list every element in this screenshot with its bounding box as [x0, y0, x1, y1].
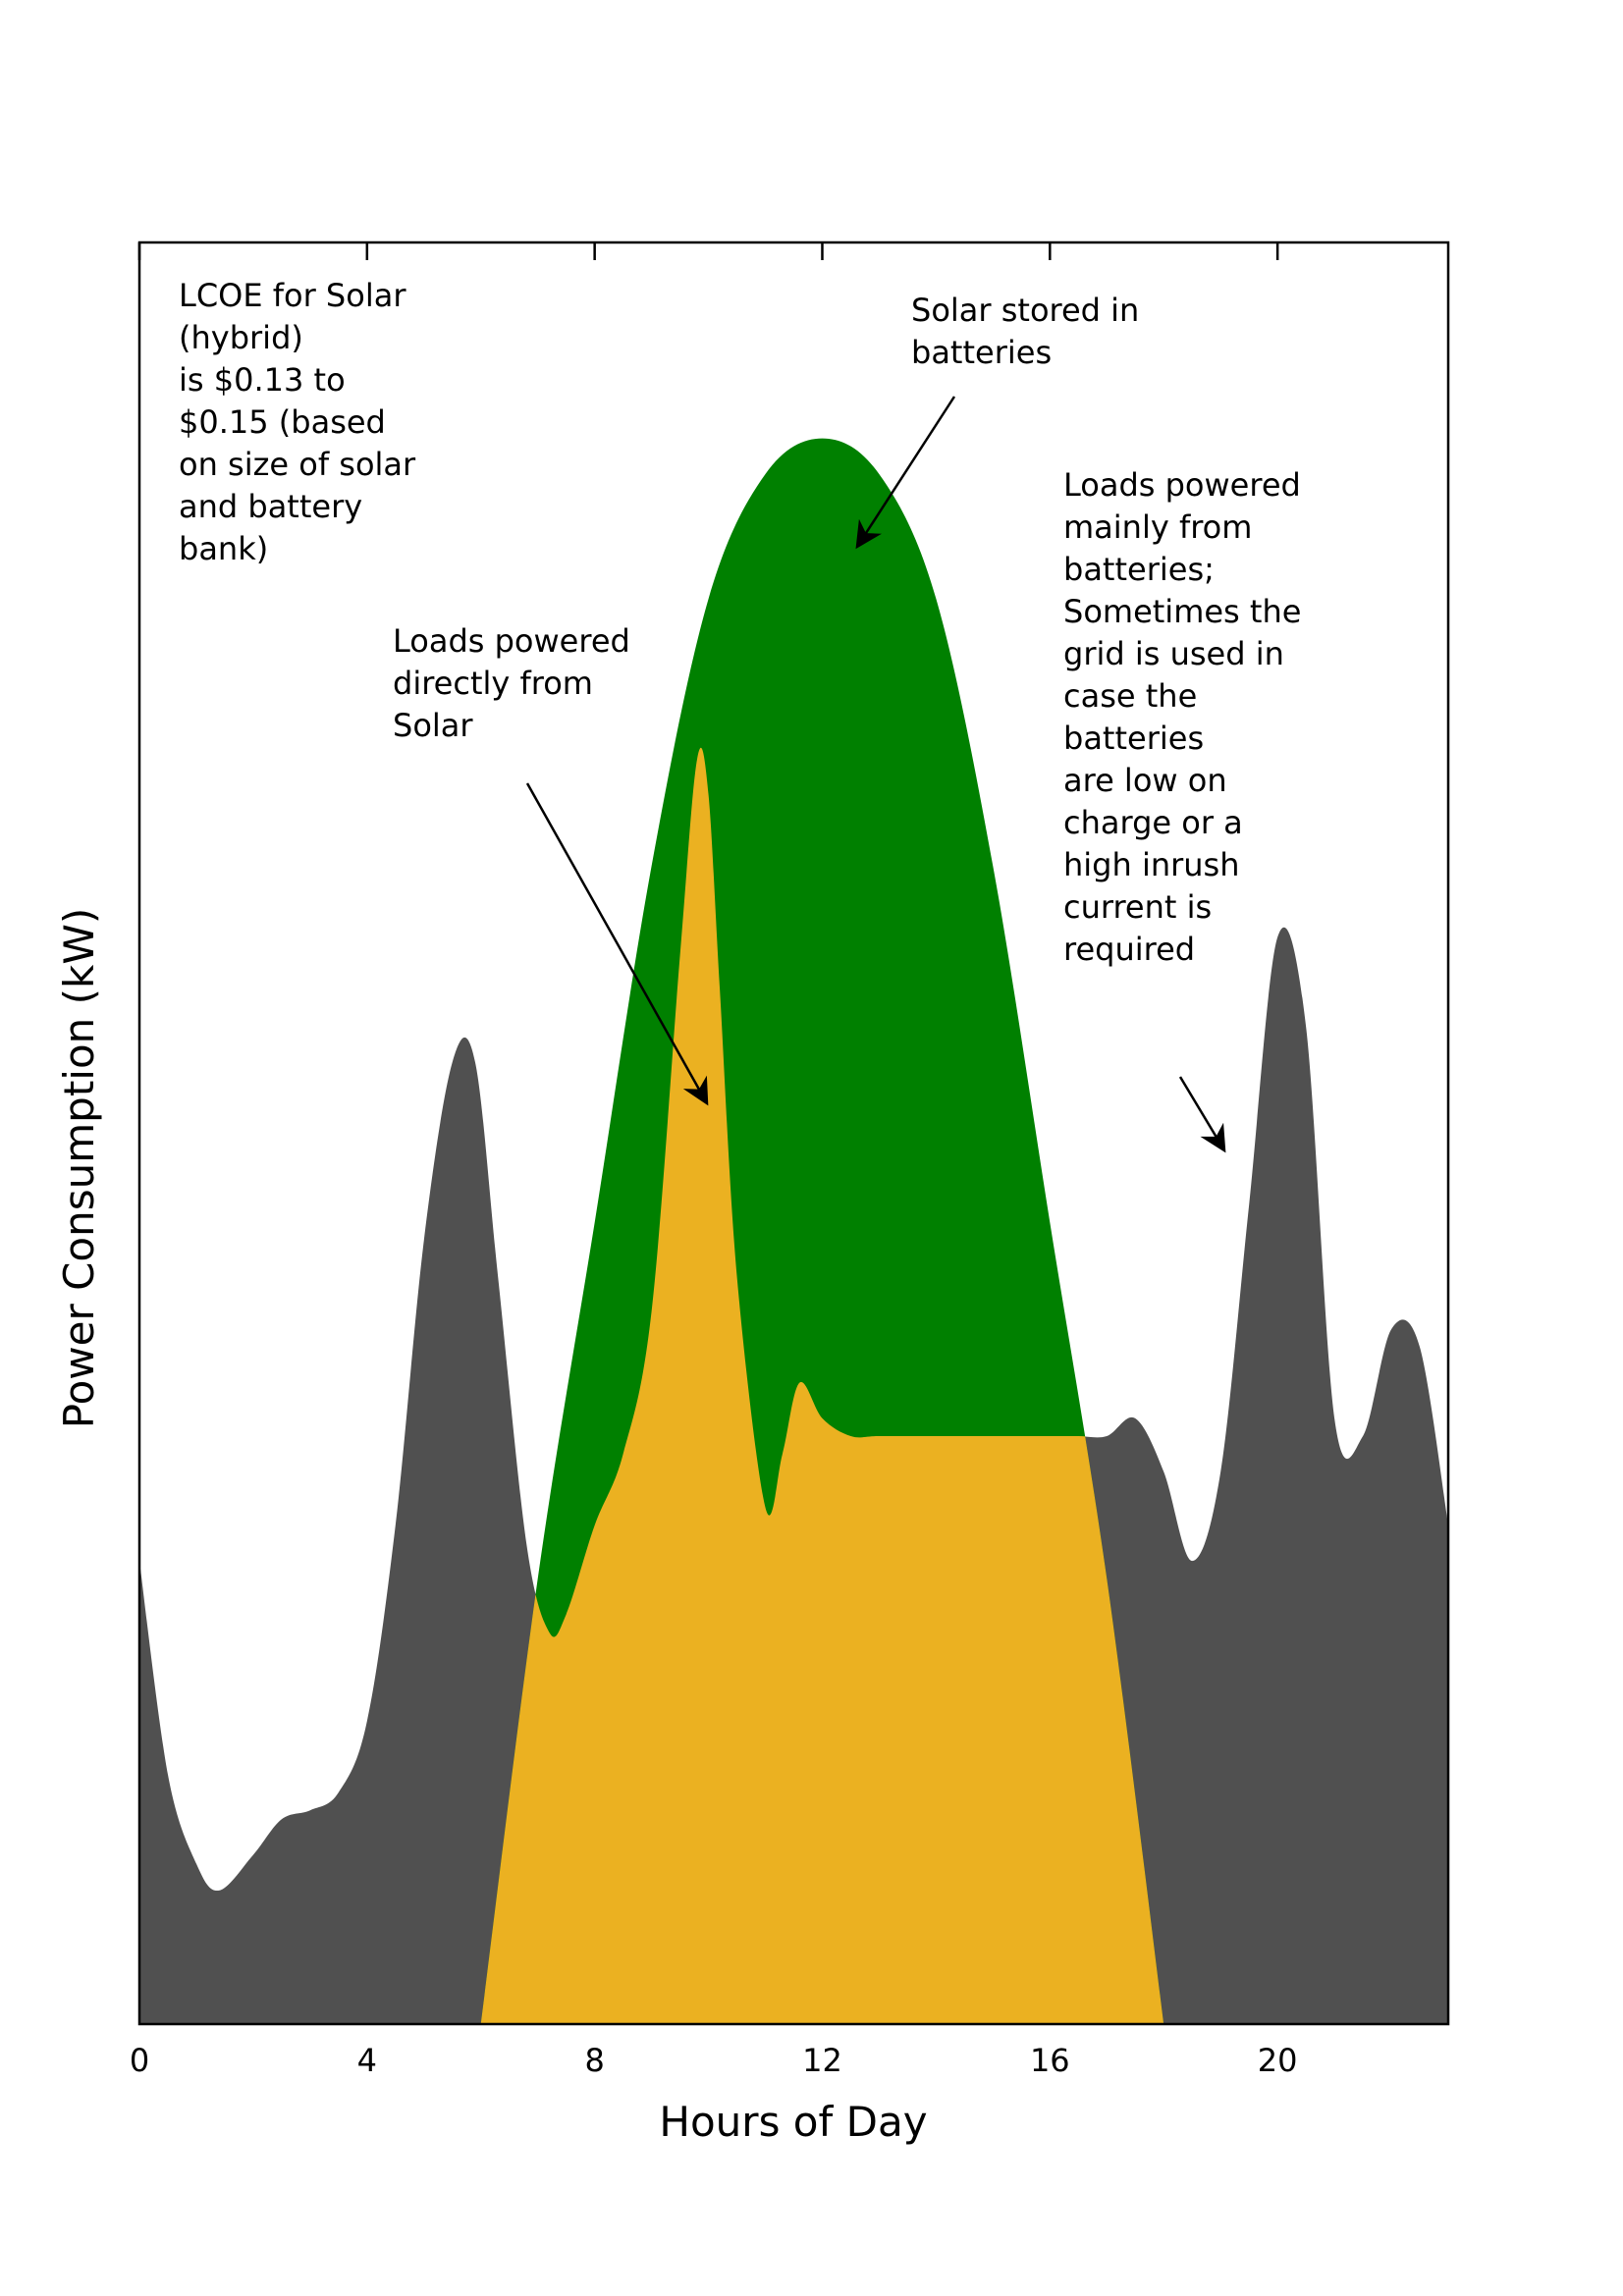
annotation-lcoe-text: LCOE for Solar (hybrid) is $0.13 to $0.1… [179, 277, 425, 567]
plot-area [139, 438, 1448, 2024]
annotation-line: Loads powered [393, 622, 630, 660]
annotation-line: mainly from [1063, 508, 1252, 546]
annotation-line: case the [1063, 677, 1197, 715]
annotation-loads-batteries-text: Loads powered mainly from batteries; Som… [1063, 466, 1312, 968]
annotation-solar-stored: Solar stored in batteries [855, 292, 1149, 550]
x-tick-label: 12 [802, 2042, 842, 2079]
x-tick-label: 8 [584, 2042, 604, 2079]
annotation-line: (hybrid) [179, 319, 303, 356]
annotation-loads-direct: Loads powered directly from Solar [393, 622, 709, 1106]
annotation-line: $0.15 (based [179, 403, 386, 441]
x-tick-label: 20 [1258, 2042, 1298, 2079]
annotation-line: high inrush [1063, 846, 1240, 883]
annotation-line: Sometimes the [1063, 593, 1301, 630]
annotation-line: batteries; [1063, 551, 1215, 588]
annotation-line: Loads powered [1063, 466, 1301, 504]
annotation-line: are low on [1063, 762, 1227, 799]
annotation-line: directly from [393, 665, 593, 702]
annotation-loads-batteries: Loads powered mainly from batteries; Som… [1063, 466, 1312, 1153]
arrow-solar-stored [855, 396, 956, 550]
annotation-line: is $0.13 to [179, 361, 346, 399]
annotation-line: batteries [911, 334, 1052, 371]
annotation-line: grid is used in [1063, 635, 1284, 672]
x-tick-label: 0 [130, 2042, 149, 2079]
annotation-line: required [1063, 931, 1195, 968]
annotation-line: charge or a [1063, 804, 1243, 841]
annotation-loads-direct-text: Loads powered directly from Solar [393, 622, 640, 744]
annotation-line: bank) [179, 530, 268, 567]
arrow-loads-batteries [1178, 1076, 1226, 1153]
x-tick-label: 4 [357, 2042, 377, 2079]
arrow-loads-direct [525, 782, 709, 1106]
annotation-line: LCOE for Solar [179, 277, 406, 314]
annotation-line: Solar [393, 707, 473, 744]
plot-frame [137, 240, 1450, 2026]
annotation-lcoe: LCOE for Solar (hybrid) is $0.13 to $0.1… [179, 277, 425, 567]
x-axis: 0 4 8 12 16 20 [130, 242, 1298, 2079]
annotation-line: Solar stored in [911, 292, 1139, 329]
y-axis-title: Power Consumption (kW) [55, 908, 103, 1428]
annotation-line: current is [1063, 888, 1212, 926]
annotation-line: on size of solar [179, 446, 416, 483]
annotation-solar-stored-text: Solar stored in batteries [911, 292, 1149, 371]
x-tick-label: 16 [1030, 2042, 1070, 2079]
annotation-line: batteries [1063, 720, 1204, 757]
solar-direct-area [480, 747, 1164, 2024]
x-axis-title: Hours of Day [659, 2098, 927, 2146]
annotation-line: and battery [179, 488, 362, 525]
